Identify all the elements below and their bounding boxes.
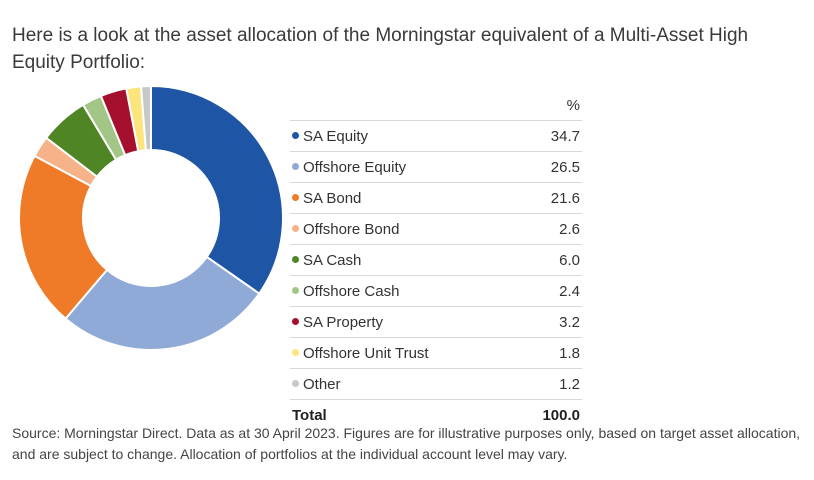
asset-class-label: SA Property [303, 313, 384, 331]
donut-chart [18, 84, 284, 351]
asset-class-label: Offshore Bond [303, 220, 400, 238]
table-row: SA Equity 34.7 [290, 120, 582, 152]
legend-dot-icon [292, 193, 299, 201]
asset-class-label: Offshore Equity [303, 158, 407, 176]
legend-dot-icon [292, 131, 299, 139]
table-row: Offshore Equity 26.5 [290, 151, 582, 183]
legend-dot-icon [292, 162, 299, 170]
allocation-value: 1.2 [517, 368, 582, 400]
table-header-row: % [290, 90, 582, 121]
intro-text: Here is a look at the asset allocation o… [12, 25, 749, 73]
total-label: Total [292, 406, 327, 424]
total-row: Total 100.0 [290, 400, 582, 431]
total-value: 100.0 [542, 406, 580, 424]
asset-class-label: SA Bond [303, 189, 362, 207]
donut-slice-offshore-equity [64, 255, 261, 351]
legend-dot-icon [292, 255, 299, 263]
table-row: Other 1.2 [290, 368, 582, 400]
donut-slice-sa-bond [18, 154, 109, 321]
unit-header: % [517, 90, 582, 121]
table-row: SA Bond 21.6 [290, 182, 582, 214]
asset-class-label: Offshore Cash [303, 282, 400, 300]
allocation-value: 3.2 [517, 306, 582, 338]
allocation-table: % SA Equity 34.7 Offshore Equity 26.5 SA Bon… [290, 90, 582, 430]
allocation-value: 2.6 [517, 213, 582, 245]
table-row: Offshore Unit Trust 1.8 [290, 337, 582, 369]
legend-dot-icon [292, 224, 299, 232]
allocation-value: 34.7 [517, 120, 582, 152]
table-row: SA Property 3.2 [290, 306, 582, 338]
legend-dot-icon [292, 379, 299, 387]
asset-class-label: SA Cash [303, 251, 362, 269]
legend-dot-icon [292, 348, 299, 356]
allocation-value: 2.4 [517, 275, 582, 307]
legend-dot-icon [292, 317, 299, 325]
allocation-value: 21.6 [517, 182, 582, 214]
table-row: SA Cash 6.0 [290, 244, 582, 276]
asset-class-label: Offshore Unit Trust [303, 344, 429, 362]
allocation-value: 6.0 [517, 244, 582, 276]
legend-dot-icon [292, 286, 299, 294]
source-note: Source: Morningstar Direct. Data as at 3… [12, 425, 801, 462]
table-row: Offshore Bond 2.6 [290, 213, 582, 245]
allocation-value: 1.8 [517, 337, 582, 369]
donut-slice-other [139, 84, 152, 152]
asset-class-label: Other [303, 375, 341, 393]
allocation-value: 26.5 [517, 151, 582, 183]
table-row: Offshore Cash 2.4 [290, 275, 582, 307]
donut-slice-sa-equity [150, 84, 284, 295]
asset-class-label: SA Equity [303, 127, 369, 145]
